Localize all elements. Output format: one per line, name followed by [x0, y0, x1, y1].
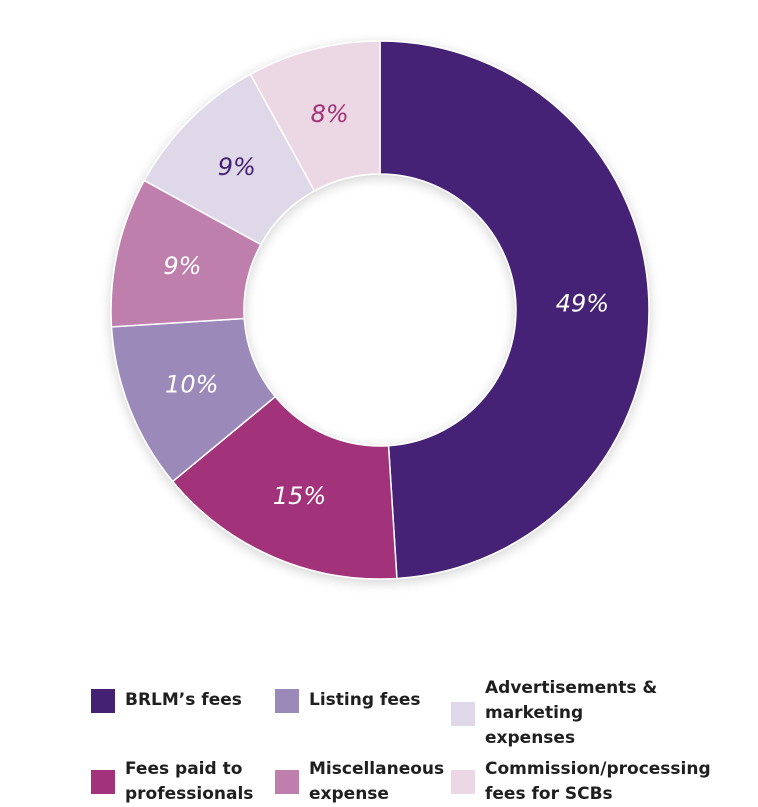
legend-item-miscellaneous: Miscellaneous expense — [275, 757, 444, 807]
legend-swatch — [275, 770, 299, 794]
legend-label: Commission/processing fees for SCBs — [485, 759, 711, 804]
slice-value-label: 49% — [556, 290, 609, 318]
legend-item-advertisements: Advertisements & marketing expenses — [451, 676, 758, 751]
legend-item-commission: Commission/processing fees for SCBs — [451, 757, 711, 807]
legend-label: Listing fees — [309, 690, 421, 710]
legend-swatch — [451, 701, 475, 726]
slice-value-label: 8% — [311, 100, 349, 128]
legend-swatch — [275, 688, 299, 713]
legend-label: Fees paid to professionals — [125, 759, 254, 804]
legend-swatch — [451, 770, 475, 794]
slice-value-label: 15% — [273, 482, 326, 510]
slice-value-label: 9% — [218, 153, 256, 181]
legend-swatch — [91, 770, 115, 794]
legend-swatch — [91, 688, 115, 713]
slice-1 — [171, 395, 398, 580]
legend-item-fees-professionals: Fees paid to professionals — [91, 757, 253, 807]
slice-5 — [249, 40, 381, 192]
slice-value-label: 9% — [163, 252, 201, 280]
slice-value-label: 10% — [165, 371, 218, 399]
legend: BRLM’s fees Listing fees Advertisements … — [0, 660, 758, 805]
legend-item-brlm-fees: BRLM’s fees — [91, 688, 242, 713]
slice-0 — [379, 40, 650, 580]
legend-item-listing-fees: Listing fees — [275, 688, 421, 713]
legend-label: BRLM’s fees — [125, 690, 242, 710]
donut-chart: 49% 15% 10% 9% 9% 8% — [110, 40, 650, 580]
legend-label: Miscellaneous expense — [309, 759, 445, 804]
legend-label: Advertisements & marketing expenses — [485, 678, 658, 748]
